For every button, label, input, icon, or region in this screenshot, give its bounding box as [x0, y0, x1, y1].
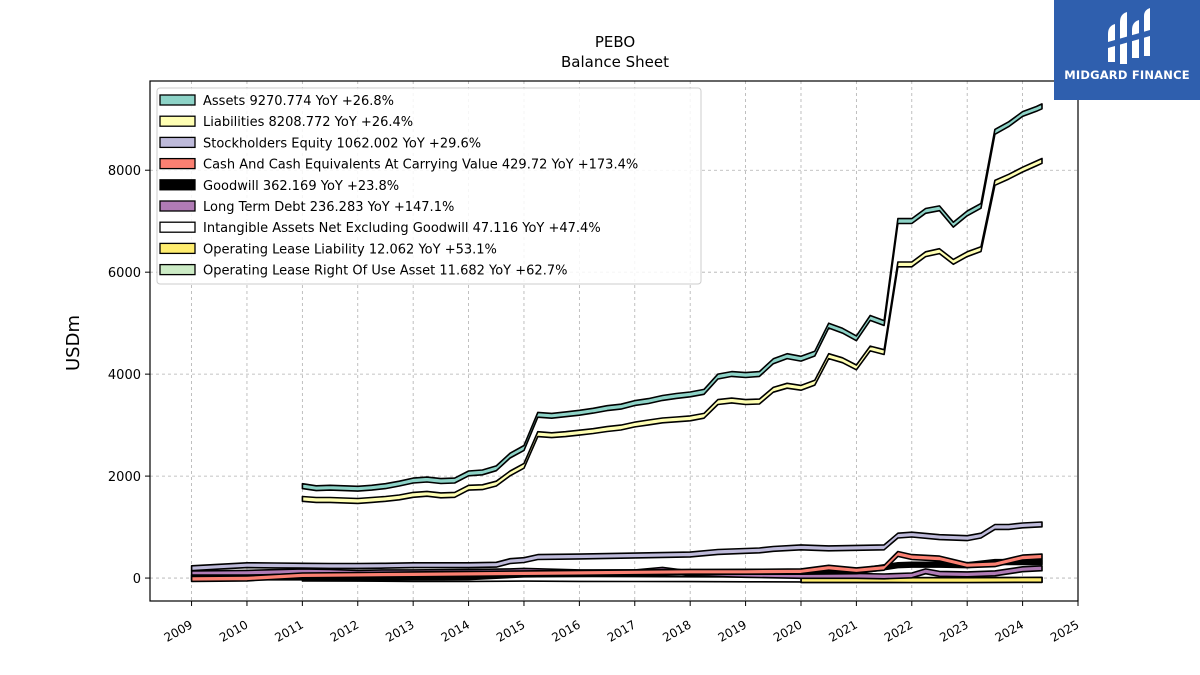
- x-tick-label: 2019: [716, 617, 749, 644]
- brand-name: MIDGARD FINANCE: [1064, 68, 1190, 82]
- legend-entry: Operating Lease Liability 12.062 YoY +53…: [203, 242, 497, 257]
- chart-subtitle: Balance Sheet: [561, 53, 669, 71]
- x-tick-label: 2010: [217, 617, 250, 644]
- legend: Assets 9270.774 YoY +26.8% Liabilities 82…: [156, 87, 702, 285]
- y-axis-label: USDm: [63, 315, 84, 371]
- series-liabilities: [301, 157, 1043, 505]
- chart-title: PEBO: [595, 33, 635, 51]
- brand-badge: MIDGARD FINANCE: [1054, 0, 1200, 100]
- series-cash-and-cash-equivalents-at-carrying-value: [190, 550, 1043, 583]
- y-tick-label: 8000: [108, 164, 141, 179]
- x-tick-label: 2013: [383, 617, 416, 644]
- y-tick-label: 4000: [108, 368, 141, 383]
- legend-swatch: [159, 136, 196, 149]
- brand-logo-icon: [1108, 8, 1150, 64]
- legend-swatch: [159, 94, 196, 106]
- x-tick-label: 2020: [771, 617, 804, 644]
- x-tick-label: 2015: [494, 617, 527, 644]
- series-stockholders-equity: [190, 521, 1043, 572]
- legend-box: [156, 87, 702, 285]
- legend-swatch: [159, 157, 196, 170]
- x-tick-label: 2009: [162, 617, 195, 644]
- x-tick-label: 2017: [605, 617, 638, 644]
- legend-entry: Goodwill 362.169 YoY +23.8%: [203, 179, 399, 194]
- legend-entry: Intangible Assets Net Excluding Goodwill…: [203, 221, 601, 236]
- x-tick-label: 2025: [1048, 617, 1081, 644]
- series-assets: [301, 103, 1043, 492]
- legend-swatch: [159, 200, 196, 212]
- legend-swatch: [159, 115, 196, 127]
- legend-swatch: [159, 221, 196, 233]
- x-tick-label: 2023: [937, 617, 970, 644]
- plot-frame: [149, 80, 1079, 602]
- legend-entry: Stockholders Equity 1062.002 YoY +29.6%: [203, 136, 481, 151]
- y-tick-label: 0: [133, 572, 141, 587]
- x-tick-label: 2018: [660, 617, 693, 644]
- x-tick-label: 2024: [993, 617, 1026, 644]
- series-layer: [190, 103, 1043, 584]
- x-tick-label: 2021: [826, 617, 859, 644]
- x-tick-label: 2011: [272, 617, 305, 644]
- legend-entry: Operating Lease Right Of Use Asset 11.68…: [203, 264, 567, 279]
- x-tick-label: 2014: [439, 617, 472, 644]
- legend-entry: Liabilities 8208.772 YoY +26.4%: [203, 115, 413, 130]
- y-tick-label: 6000: [108, 266, 141, 281]
- x-tick-label: 2016: [549, 617, 582, 644]
- legend-entry: Assets 9270.774 YoY +26.8%: [203, 94, 394, 109]
- legend-swatch: [159, 242, 196, 255]
- y-tick-label: 2000: [108, 470, 141, 485]
- legend-entry: Long Term Debt 236.283 YoY +147.1%: [203, 200, 454, 215]
- legend-swatch: [159, 263, 196, 276]
- legend-entry: Cash And Cash Equivalents At Carrying Va…: [203, 158, 638, 173]
- legend-swatch: [159, 179, 196, 191]
- x-tick-label: 2022: [882, 617, 915, 644]
- x-tick-label: 2012: [328, 617, 361, 644]
